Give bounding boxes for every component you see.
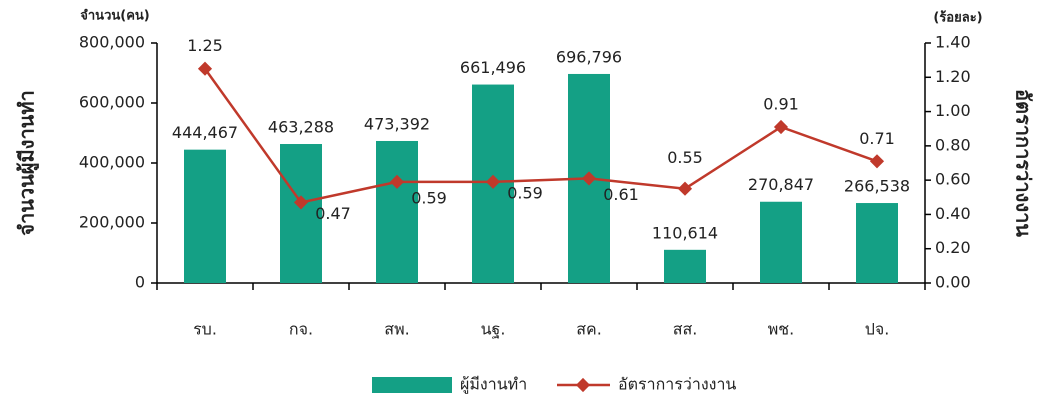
- x-tick-label: สส.: [673, 320, 698, 339]
- bar: [184, 149, 226, 283]
- bar-label: 661,496: [460, 58, 526, 77]
- line-label: 1.25: [187, 36, 223, 55]
- legend-label: ผู้มีงานทำ: [460, 375, 527, 395]
- bar: [760, 201, 802, 283]
- y2-tick-label: 1.40: [935, 33, 971, 52]
- bar-label: 270,847: [748, 175, 814, 194]
- y2-tick-label: 0.40: [935, 204, 971, 223]
- line-marker: [581, 171, 597, 186]
- bar: [376, 140, 418, 283]
- line-label: 0.59: [507, 183, 543, 202]
- x-tick-label: พช.: [768, 320, 795, 339]
- line-marker: [677, 181, 693, 196]
- y-tick-label: 800,000: [79, 33, 145, 52]
- y-tick-label: 400,000: [79, 153, 145, 172]
- line-label: 0.55: [667, 148, 703, 167]
- line-label: 0.71: [859, 129, 895, 148]
- line-label: 0.47: [315, 204, 351, 223]
- legend-swatch: [372, 377, 452, 393]
- y2-tick-label: 0.80: [935, 135, 971, 154]
- y-axis-title: จำนวนผู้มีงานทำ: [15, 90, 41, 236]
- bar-label: 463,288: [268, 118, 334, 137]
- y2-tick-label: 0.00: [935, 273, 971, 292]
- line-label: 0.91: [763, 95, 799, 114]
- line-marker: [773, 119, 789, 135]
- bar: [856, 203, 898, 283]
- line-marker: [485, 174, 501, 189]
- y2-tick-label: 1.20: [935, 67, 971, 86]
- legend-marker: [575, 377, 591, 393]
- y-tick-label: 0: [135, 273, 145, 292]
- x-tick-label: นฐ.: [481, 320, 506, 339]
- line-marker: [389, 174, 405, 189]
- x-tick-label: สพ.: [384, 320, 409, 339]
- legend-label: อัตราการว่างงาน: [618, 375, 736, 394]
- bar-label: 473,392: [364, 114, 430, 133]
- y2-axis-title: อัตราการว่างงาน: [1012, 89, 1036, 237]
- bar-label: 110,614: [652, 223, 718, 242]
- line-label: 0.59: [411, 188, 447, 207]
- y-tick-label: 200,000: [79, 213, 145, 232]
- y-tick-label: 600,000: [79, 93, 145, 112]
- line-label: 0.61: [603, 185, 639, 204]
- line: [203, 67, 878, 204]
- x-tick-label: กจ.: [289, 320, 313, 339]
- line-marker: [869, 154, 885, 169]
- y2-tick-label: 0.60: [935, 170, 971, 189]
- y2-tick-label: 1.00: [935, 101, 971, 120]
- y2-tick-label: 0.20: [935, 238, 971, 257]
- bar-label: 266,538: [844, 177, 910, 196]
- bar-label: 444,467: [172, 123, 238, 142]
- x-tick-label: รบ.: [193, 320, 217, 339]
- y-unit: จำนวน(คน): [80, 8, 149, 24]
- y2-unit: (ร้อยละ): [933, 10, 982, 26]
- bar: [664, 249, 706, 283]
- line-marker: [293, 195, 309, 210]
- bar: [280, 144, 322, 283]
- x-tick-label: สค.: [576, 320, 602, 339]
- bar-label: 696,796: [556, 47, 622, 66]
- x-tick-label: ปจ.: [865, 320, 890, 339]
